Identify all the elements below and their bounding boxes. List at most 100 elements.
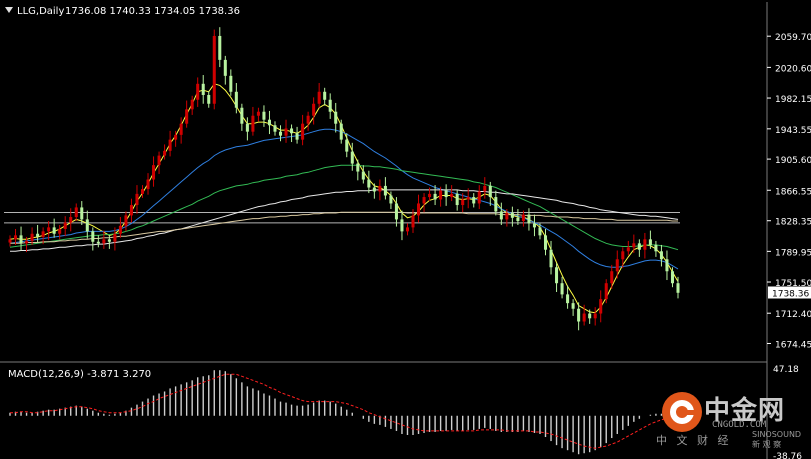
candle[interactable] — [179, 123, 183, 135]
candle[interactable] — [670, 271, 674, 284]
candle[interactable] — [223, 59, 227, 76]
candle[interactable] — [207, 94, 211, 104]
candle[interactable] — [555, 267, 559, 284]
candle[interactable] — [146, 179, 150, 190]
candle[interactable] — [510, 213, 514, 218]
candle[interactable] — [378, 185, 382, 192]
candle[interactable] — [549, 249, 553, 268]
candle[interactable] — [577, 308, 581, 322]
candle[interactable] — [312, 103, 316, 116]
candle[interactable] — [345, 139, 349, 152]
candle[interactable] — [527, 214, 531, 224]
candle[interactable] — [196, 83, 200, 100]
candle[interactable] — [306, 115, 310, 124]
candle[interactable] — [317, 91, 321, 104]
candle[interactable] — [69, 217, 73, 223]
candle[interactable] — [543, 235, 548, 250]
candle[interactable] — [96, 241, 100, 244]
candle[interactable] — [47, 227, 51, 232]
candle[interactable] — [267, 119, 271, 126]
candle[interactable] — [334, 111, 338, 124]
candle[interactable] — [483, 185, 487, 192]
candle[interactable] — [532, 223, 536, 228]
candle[interactable] — [643, 239, 647, 250]
candle[interactable] — [240, 107, 244, 124]
candle[interactable] — [521, 214, 525, 221]
candle[interactable] — [190, 99, 194, 110]
candle[interactable] — [433, 193, 437, 200]
candle[interactable] — [604, 283, 608, 300]
candle[interactable] — [610, 271, 614, 284]
candle[interactable] — [588, 313, 592, 319]
candle[interactable] — [212, 35, 216, 104]
candle[interactable] — [615, 259, 619, 272]
candle[interactable] — [273, 125, 277, 132]
candle[interactable] — [174, 134, 178, 140]
candle[interactable] — [284, 128, 288, 136]
candle[interactable] — [80, 207, 84, 220]
candle[interactable] — [637, 243, 641, 250]
candle[interactable] — [505, 213, 509, 220]
candle[interactable] — [168, 139, 172, 151]
candle[interactable] — [659, 251, 663, 260]
candle[interactable] — [516, 217, 520, 221]
candle[interactable] — [582, 313, 586, 322]
candle[interactable] — [632, 243, 636, 248]
candle[interactable] — [301, 123, 305, 140]
candle[interactable] — [229, 75, 233, 92]
candle[interactable] — [455, 193, 459, 206]
candle[interactable] — [323, 91, 327, 100]
candle[interactable] — [439, 190, 443, 200]
candle[interactable] — [124, 215, 128, 226]
candle[interactable] — [19, 235, 23, 244]
candle[interactable] — [14, 235, 18, 240]
candle[interactable] — [428, 193, 432, 198]
candle[interactable] — [30, 233, 34, 241]
candle[interactable] — [74, 207, 78, 218]
candle[interactable] — [295, 133, 299, 140]
candle[interactable] — [450, 193, 454, 198]
candle[interactable] — [626, 247, 630, 252]
candle[interactable] — [560, 283, 564, 295]
candle[interactable] — [394, 203, 398, 220]
candle[interactable] — [648, 239, 652, 245]
candle[interactable] — [113, 233, 117, 242]
candle[interactable] — [290, 128, 294, 134]
candle[interactable] — [389, 195, 393, 204]
dropdown-triangle-icon[interactable] — [5, 7, 13, 13]
candle[interactable] — [654, 244, 658, 252]
candle[interactable] — [350, 151, 354, 164]
candle[interactable] — [201, 83, 205, 95]
candle[interactable] — [566, 294, 570, 304]
candle[interactable] — [63, 222, 67, 229]
candle[interactable] — [405, 227, 410, 232]
candle[interactable] — [499, 211, 503, 220]
candle[interactable] — [361, 171, 365, 180]
candle[interactable] — [185, 109, 189, 124]
candle[interactable] — [251, 115, 255, 132]
candle[interactable] — [367, 179, 371, 188]
candle[interactable] — [118, 225, 122, 234]
candle[interactable] — [218, 35, 222, 60]
candle[interactable] — [140, 189, 145, 194]
candle[interactable] — [383, 185, 387, 196]
candle[interactable] — [102, 239, 106, 244]
candle[interactable] — [278, 131, 283, 136]
candle[interactable] — [571, 303, 575, 309]
candle[interactable] — [85, 219, 89, 232]
candle[interactable] — [372, 187, 376, 192]
candle[interactable] — [477, 191, 481, 204]
candle[interactable] — [52, 227, 56, 234]
candle[interactable] — [461, 199, 465, 206]
candle[interactable] — [472, 197, 476, 204]
candle[interactable] — [444, 190, 448, 198]
candle[interactable] — [328, 99, 332, 112]
candle[interactable] — [245, 123, 249, 132]
candle[interactable] — [599, 299, 603, 314]
candle[interactable] — [538, 227, 542, 236]
candle[interactable] — [234, 91, 238, 108]
candle[interactable] — [91, 231, 95, 242]
candle[interactable] — [135, 193, 139, 206]
candle[interactable] — [422, 197, 426, 204]
candle[interactable] — [36, 233, 40, 237]
